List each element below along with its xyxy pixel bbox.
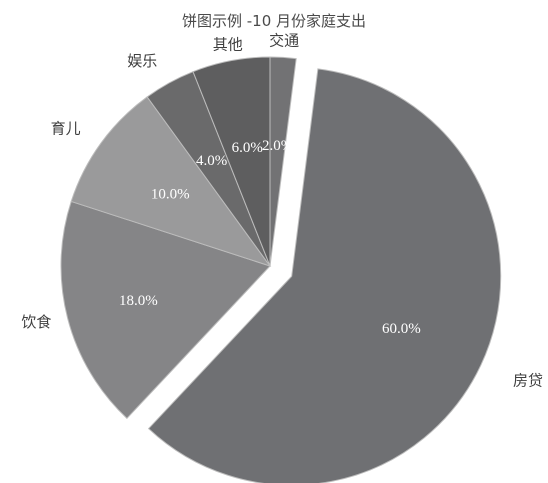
slice-value-label-transport: 2.0% — [262, 138, 293, 154]
slice-category-label-other: 其他 — [213, 35, 243, 53]
slice-value-label-mortgage: 60.0% — [382, 321, 421, 337]
slice-category-label-entertainment: 娱乐 — [127, 52, 157, 70]
slice-value-label-food: 18.0% — [119, 293, 158, 309]
slice-value-label-childcare: 10.0% — [151, 187, 190, 203]
slice-category-label-transport: 交通 — [269, 32, 299, 50]
slice-category-label-childcare: 育儿 — [51, 119, 81, 137]
pie-slice-childcare — [70, 96, 272, 267]
slice-category-label-food: 饮食 — [21, 313, 51, 331]
pie-slice-transport — [269, 56, 297, 267]
slice-value-label-entertainment: 4.0% — [196, 153, 227, 169]
slice-category-label-mortgage: 房贷 — [513, 371, 543, 389]
pie-slice-food — [60, 200, 271, 420]
slices-layer — [60, 56, 502, 483]
slice-value-label-other: 6.0% — [232, 140, 263, 156]
chart-title: 饼图示例 -10 月份家庭支出 — [182, 12, 366, 30]
labels-layer: 60.0% 房贷 18.0% 饮食 10.0% 育儿 4.0% 娱乐 6.0% 其他 2.0% 交通 — [21, 32, 543, 390]
pie-slice-mortgage — [147, 68, 502, 483]
